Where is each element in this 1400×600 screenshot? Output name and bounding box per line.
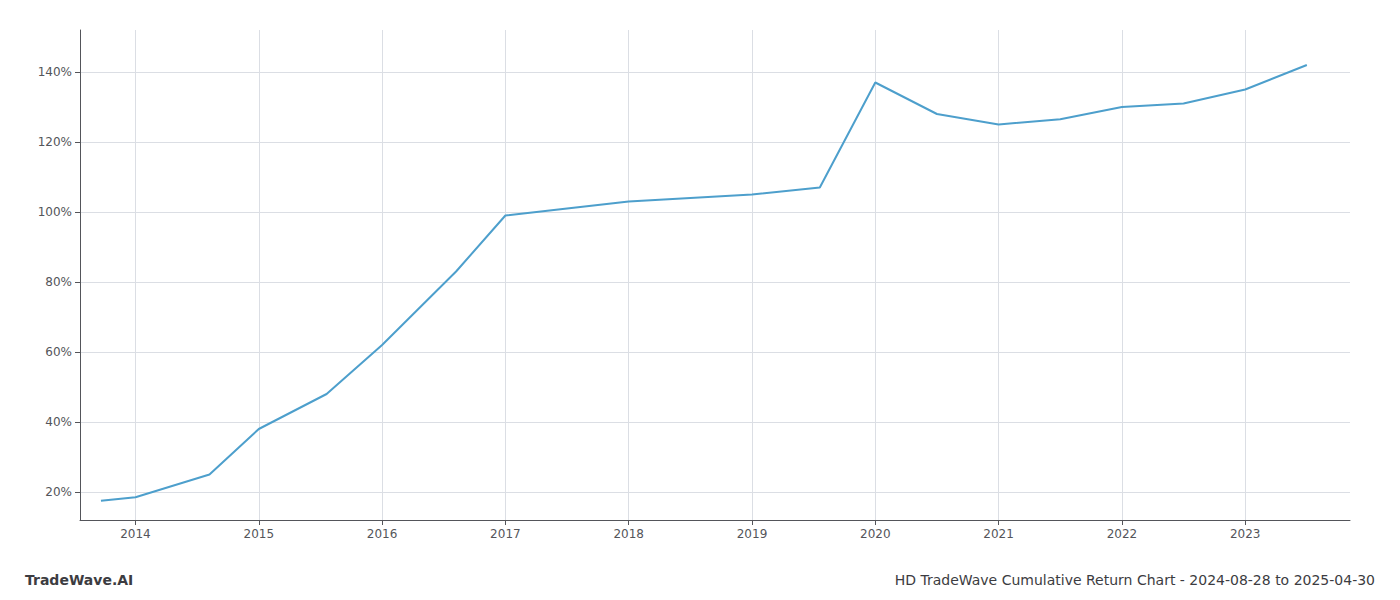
svg-text:20%: 20% xyxy=(45,485,72,499)
svg-text:2015: 2015 xyxy=(244,527,275,541)
svg-text:60%: 60% xyxy=(45,345,72,359)
svg-text:2016: 2016 xyxy=(367,527,398,541)
svg-text:80%: 80% xyxy=(45,275,72,289)
svg-text:2022: 2022 xyxy=(1107,527,1138,541)
svg-text:2014: 2014 xyxy=(120,527,151,541)
svg-text:100%: 100% xyxy=(38,205,72,219)
svg-text:2021: 2021 xyxy=(983,527,1014,541)
svg-text:2019: 2019 xyxy=(737,527,768,541)
svg-text:2018: 2018 xyxy=(613,527,644,541)
svg-text:2017: 2017 xyxy=(490,527,521,541)
svg-text:TradeWave.AI: TradeWave.AI xyxy=(25,572,133,588)
svg-text:HD TradeWave Cumulative Return: HD TradeWave Cumulative Return Chart - 2… xyxy=(895,572,1375,588)
svg-text:2020: 2020 xyxy=(860,527,891,541)
svg-text:2023: 2023 xyxy=(1230,527,1261,541)
svg-text:140%: 140% xyxy=(38,65,72,79)
svg-text:120%: 120% xyxy=(38,135,72,149)
svg-text:40%: 40% xyxy=(45,415,72,429)
